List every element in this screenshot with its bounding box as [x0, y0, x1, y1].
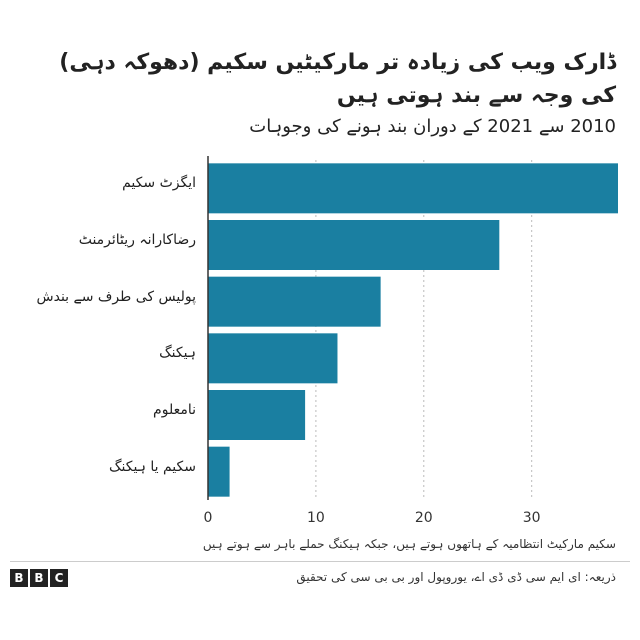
bar-5: [208, 446, 230, 497]
bar-0: [208, 163, 618, 214]
logo-letter-b1: B: [10, 569, 28, 587]
x-tick-label-10: 10: [307, 510, 325, 526]
footer-divider: [10, 561, 630, 562]
bbc-logo: B B C: [10, 569, 68, 587]
category-label-5: سکیم یا ہیکنگ: [109, 458, 196, 475]
chart-title: ڈارک ویب کی زیادہ تر مارکیٹیں سکیم (دھوک…: [59, 50, 616, 108]
footnote: سکیم مارکیٹ انتظامیہ کے ہاتھوں ہوتے ہیں،…: [202, 537, 616, 551]
logo-letter-b2: B: [30, 569, 48, 587]
category-label-0: ایگزٹ سکیم: [122, 175, 196, 192]
bar-4: [208, 390, 306, 440]
category-label-2: پولیس کی طرف سے بندش: [36, 288, 196, 305]
category-label-3: ہیکنگ: [159, 345, 196, 362]
source-note: ذریعہ: ای ایم سی ڈی ڈی اے، یوروپول اور ب…: [296, 570, 616, 584]
x-tick-label-20: 20: [415, 510, 433, 526]
x-tick-label-30: 30: [523, 510, 541, 526]
x-tick-label-0: 0: [204, 510, 213, 526]
bar-2: [208, 276, 381, 327]
logo-letter-c: C: [50, 569, 68, 587]
chart-subtitle: 2010 سے 2021 کے دوران بند ہونے کی وجوہات: [249, 116, 616, 137]
bar-3: [208, 333, 338, 384]
bar-1: [208, 220, 500, 270]
category-label-1: رضاکارانہ ریٹائرمنٹ: [78, 232, 196, 248]
category-label-4: نامعلوم: [153, 402, 196, 418]
